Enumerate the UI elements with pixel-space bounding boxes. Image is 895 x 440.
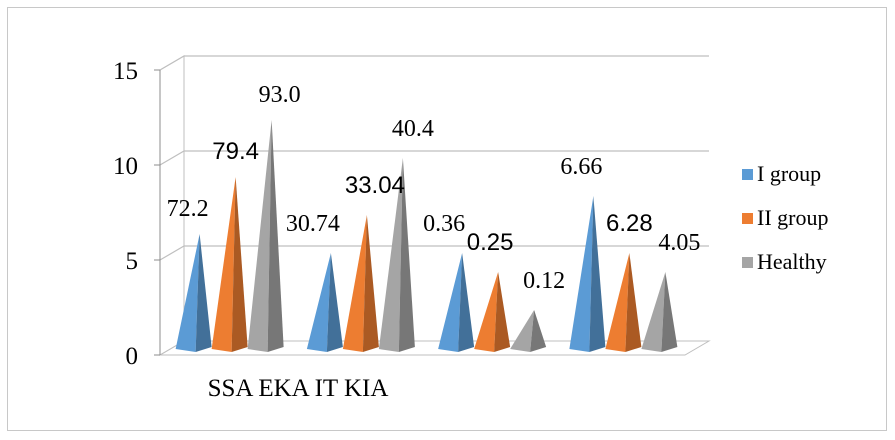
- cone-shadow-face: [661, 272, 678, 352]
- y-tick-label: 5: [126, 248, 139, 275]
- cone-i-group-kia: [569, 196, 606, 352]
- cone-shadow-face: [494, 272, 511, 352]
- gridline: [159, 245, 709, 261]
- legend-label: Healthy: [757, 249, 827, 274]
- data-label: 6.28: [606, 210, 653, 237]
- cone-shadow-face: [326, 253, 343, 352]
- cone-face: [378, 158, 403, 352]
- legend-label: I group: [757, 161, 821, 186]
- gridline: [159, 55, 709, 71]
- chart-floor: [158, 340, 711, 356]
- legend-swatch: [742, 257, 753, 268]
- cone-i-group-eka: [306, 253, 343, 352]
- data-label: 4.05: [658, 230, 700, 256]
- data-label: 93.0: [259, 82, 301, 108]
- y-tick-label: 15: [113, 58, 138, 85]
- cone-shadow-face: [231, 177, 248, 352]
- cone-face: [641, 272, 666, 352]
- chart-frame: [7, 7, 887, 431]
- cone-face: [438, 253, 463, 352]
- x-axis-category-text: SSA EKA IT KIA: [208, 375, 389, 402]
- legend-item: II group: [742, 205, 828, 230]
- cone-shadow-face: [362, 215, 379, 352]
- data-label: 0.25: [467, 229, 514, 256]
- legend-item: Healthy: [742, 249, 827, 274]
- data-label: 6.66: [560, 154, 602, 180]
- legend-item: I group: [742, 161, 821, 186]
- cone-i-group-it: [438, 253, 475, 352]
- cone-shadow-face: [398, 158, 415, 352]
- cone-face: [306, 253, 331, 352]
- cone-face: [474, 272, 499, 352]
- data-label: 0.12: [523, 268, 565, 294]
- cone-i-group-ssa: [175, 234, 212, 352]
- legend: I group II group Healthy: [742, 161, 828, 274]
- cone-face: [342, 215, 367, 352]
- cone-healthy-eka: [378, 158, 415, 352]
- cone-ii-group-eka: [342, 215, 379, 352]
- data-label: 0.36: [423, 211, 465, 237]
- cone-shadow-face: [195, 234, 212, 352]
- cone-healthy-kia: [641, 272, 678, 352]
- data-label: 33.04: [345, 172, 405, 199]
- data-label: 72.2: [167, 196, 209, 222]
- cone-ii-group-kia: [605, 253, 642, 352]
- cone-ii-group-it: [474, 272, 511, 352]
- legend-label: II group: [757, 205, 828, 230]
- cone-face: [175, 234, 200, 352]
- cone-shadow-face: [458, 253, 475, 352]
- cone-shadow-face: [267, 120, 284, 352]
- legend-swatch: [742, 169, 753, 180]
- cone-shadow-face: [530, 310, 547, 352]
- gridlines: [159, 55, 709, 261]
- cone-face: [569, 196, 594, 352]
- cone-face: [247, 120, 272, 352]
- chart-cones: [175, 120, 678, 352]
- y-tick-label: 10: [113, 153, 138, 180]
- y-tick-label: 0: [126, 343, 139, 370]
- cone-shadow-face: [589, 196, 606, 352]
- legend-swatch: [742, 213, 753, 224]
- cone-face: [510, 310, 535, 352]
- cone-face: [211, 177, 236, 352]
- data-label: 79.4: [212, 138, 259, 165]
- cone-ii-group-ssa: [211, 177, 248, 352]
- cone-face: [605, 253, 630, 352]
- data-label: 30.74: [286, 211, 340, 237]
- cone-healthy-ssa: [247, 120, 284, 352]
- cone-healthy-it: [510, 310, 547, 352]
- gridline: [159, 150, 709, 166]
- y-axis: 0 5 10 15: [113, 58, 161, 370]
- data-label: 40.4: [392, 116, 434, 142]
- cone-shadow-face: [625, 253, 642, 352]
